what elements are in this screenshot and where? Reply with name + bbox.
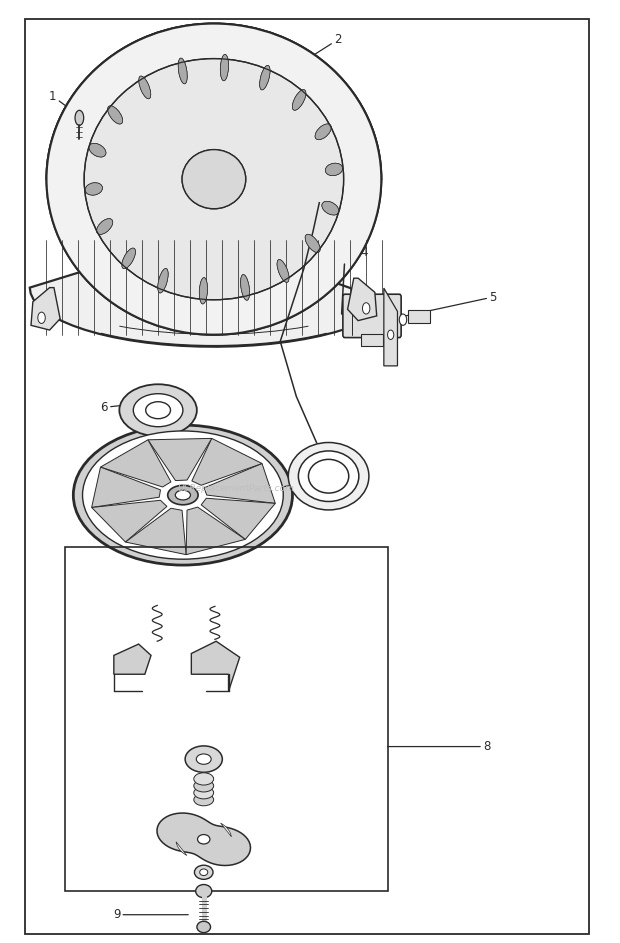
Polygon shape	[125, 508, 186, 554]
Ellipse shape	[75, 110, 84, 125]
Text: 9: 9	[113, 908, 188, 921]
Ellipse shape	[89, 143, 106, 157]
Polygon shape	[157, 813, 250, 866]
Ellipse shape	[260, 65, 270, 90]
Ellipse shape	[178, 58, 187, 84]
Ellipse shape	[182, 150, 246, 208]
Ellipse shape	[97, 219, 113, 235]
Ellipse shape	[288, 442, 369, 510]
Ellipse shape	[241, 274, 250, 300]
Text: 8: 8	[388, 740, 490, 753]
Ellipse shape	[46, 24, 381, 335]
Text: 4: 4	[356, 236, 368, 259]
Bar	[361, 334, 383, 346]
Ellipse shape	[146, 402, 170, 419]
Ellipse shape	[182, 150, 246, 208]
Ellipse shape	[277, 259, 289, 282]
Ellipse shape	[85, 183, 102, 195]
Polygon shape	[348, 278, 377, 321]
Polygon shape	[192, 641, 240, 691]
Ellipse shape	[220, 55, 229, 81]
Text: USReplacementParts.com: USReplacementParts.com	[177, 484, 294, 493]
Ellipse shape	[197, 921, 211, 933]
Text: 3: 3	[309, 133, 317, 156]
Text: 2: 2	[304, 33, 342, 61]
Ellipse shape	[194, 773, 214, 785]
Ellipse shape	[139, 76, 151, 99]
Ellipse shape	[322, 201, 339, 215]
Polygon shape	[92, 501, 167, 542]
Ellipse shape	[167, 486, 198, 505]
Ellipse shape	[260, 65, 270, 90]
Ellipse shape	[122, 248, 135, 269]
Ellipse shape	[46, 24, 381, 335]
Ellipse shape	[157, 269, 168, 293]
Ellipse shape	[194, 780, 214, 792]
Ellipse shape	[122, 248, 135, 269]
Ellipse shape	[196, 885, 212, 898]
Ellipse shape	[73, 425, 293, 565]
Ellipse shape	[298, 451, 359, 502]
Ellipse shape	[108, 106, 123, 124]
Polygon shape	[186, 507, 246, 554]
Text: 7: 7	[261, 467, 368, 490]
Polygon shape	[31, 288, 60, 330]
Bar	[408, 310, 430, 323]
Ellipse shape	[84, 58, 343, 300]
Polygon shape	[176, 842, 187, 855]
Polygon shape	[30, 24, 392, 347]
Ellipse shape	[199, 277, 208, 304]
Polygon shape	[114, 644, 151, 674]
FancyBboxPatch shape	[343, 294, 401, 338]
Ellipse shape	[309, 459, 348, 493]
Ellipse shape	[178, 58, 187, 84]
Ellipse shape	[277, 259, 289, 282]
Polygon shape	[192, 438, 262, 486]
Ellipse shape	[85, 183, 102, 195]
Ellipse shape	[108, 106, 123, 124]
Ellipse shape	[82, 431, 283, 559]
Text: 6: 6	[100, 401, 130, 414]
Circle shape	[38, 312, 45, 323]
Ellipse shape	[194, 786, 214, 799]
Polygon shape	[100, 439, 171, 487]
Polygon shape	[148, 438, 212, 481]
Ellipse shape	[185, 746, 223, 772]
Polygon shape	[201, 498, 275, 539]
Ellipse shape	[322, 201, 339, 215]
Ellipse shape	[119, 385, 197, 437]
Ellipse shape	[175, 490, 190, 500]
Circle shape	[399, 314, 407, 325]
Polygon shape	[221, 823, 231, 836]
Ellipse shape	[220, 55, 229, 81]
Ellipse shape	[157, 269, 168, 293]
Bar	[65, 547, 388, 891]
Ellipse shape	[305, 235, 320, 253]
Ellipse shape	[293, 90, 306, 110]
Ellipse shape	[195, 866, 213, 879]
Ellipse shape	[89, 143, 106, 157]
Ellipse shape	[194, 794, 214, 805]
Circle shape	[388, 330, 394, 339]
Ellipse shape	[200, 869, 208, 875]
Ellipse shape	[315, 124, 331, 140]
Ellipse shape	[199, 277, 208, 304]
Ellipse shape	[198, 835, 210, 844]
Polygon shape	[204, 464, 275, 504]
Ellipse shape	[97, 219, 113, 235]
Ellipse shape	[326, 163, 343, 175]
Text: 1: 1	[49, 90, 77, 114]
Ellipse shape	[305, 235, 320, 253]
Ellipse shape	[315, 124, 331, 140]
Ellipse shape	[133, 394, 183, 427]
Circle shape	[363, 303, 370, 314]
Text: 5: 5	[405, 290, 497, 316]
Ellipse shape	[293, 90, 306, 110]
Ellipse shape	[197, 754, 211, 764]
Ellipse shape	[326, 163, 343, 175]
Polygon shape	[384, 289, 397, 366]
Ellipse shape	[241, 274, 250, 300]
Ellipse shape	[139, 76, 151, 99]
Polygon shape	[92, 467, 161, 507]
